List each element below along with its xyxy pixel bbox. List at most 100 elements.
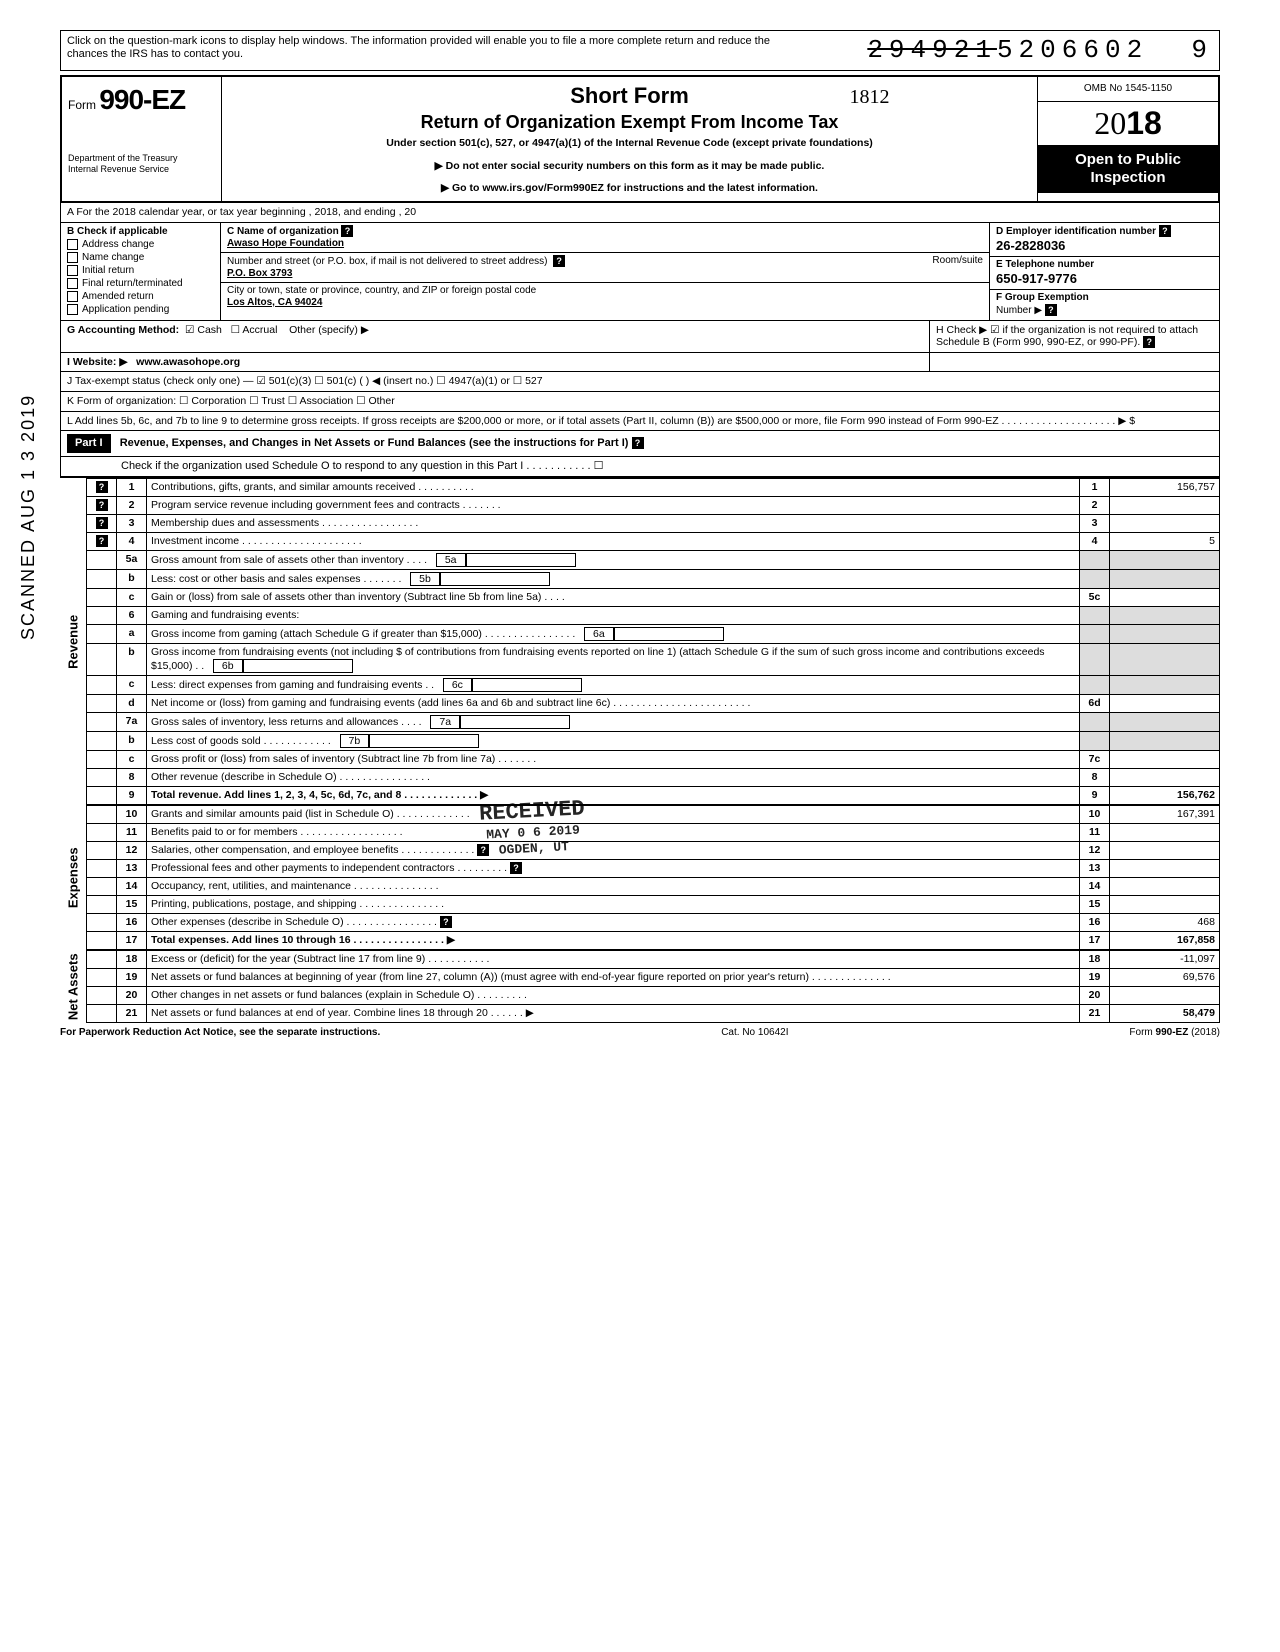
header-right: OMB No 1545-1150 2018 Open to Public Ins… [1038, 77, 1218, 201]
line-19: 19Net assets or fund balances at beginni… [87, 969, 1220, 987]
form-number: Form 990-EZ [68, 83, 215, 117]
side-revenue: Revenue [60, 478, 86, 805]
expenses-table: 10Grants and similar amounts paid (list … [86, 805, 1220, 950]
g-label: G Accounting Method: [67, 324, 179, 336]
form-header: Form 990-EZ Department of the Treasury I… [60, 75, 1220, 203]
footer-right: Form 990-EZ (2018) [1129, 1027, 1220, 1039]
h-text: H Check ▶ ☑ if the organization is not r… [936, 324, 1198, 349]
b-item-1: Name change [82, 252, 144, 264]
line-6: 6Gaming and fundraising events: [87, 607, 1220, 625]
b-item-4: Amended return [82, 291, 154, 303]
net-assets-table: 18Excess or (deficit) for the year (Subt… [86, 950, 1220, 1023]
e-phone: E Telephone number 650-917-9776 [990, 257, 1219, 290]
expenses-section: RECEIVED MAY 0 6 2019 OGDEN, UT Expenses… [60, 805, 1220, 950]
part1-label: Part I [67, 434, 111, 453]
line-1: ?1Contributions, gifts, grants, and simi… [87, 479, 1220, 497]
b-item-2: Initial return [82, 265, 134, 277]
org-name: Awaso Hope Foundation [227, 238, 344, 249]
b-item-5: Application pending [82, 304, 169, 316]
line-4: ?4Investment income . . . . . . . . . . … [87, 533, 1220, 551]
check-name-change[interactable]: Name change [67, 252, 214, 264]
check-address-change[interactable]: Address change [67, 239, 214, 251]
help-icon[interactable]: ? [1045, 304, 1057, 316]
i-website: I Website: ▶ www.awasohope.org [61, 353, 929, 372]
f-label: F Group Exemption [996, 292, 1089, 303]
line-13: 13Professional fees and other payments t… [87, 860, 1220, 878]
help-icon[interactable]: ? [477, 844, 489, 856]
col-de: D Employer identification number ? 26-28… [989, 223, 1219, 320]
header-mid: Short Form Return of Organization Exempt… [222, 77, 1038, 201]
line-17: 17Total expenses. Add lines 10 through 1… [87, 932, 1220, 950]
c-label: C Name of organization [227, 226, 339, 237]
line-20: 20Other changes in net assets or fund ba… [87, 987, 1220, 1005]
help-icon[interactable]: ? [1159, 225, 1171, 237]
c-addr-seg: Number and street (or P.O. box, if mail … [221, 253, 989, 283]
line-15: 15Printing, publications, postage, and s… [87, 896, 1220, 914]
addr-label: Number and street (or P.O. box, if mail … [227, 256, 548, 267]
i-row: I Website: ▶ www.awasohope.org [60, 353, 1220, 373]
part1-header: Part I Revenue, Expenses, and Changes in… [60, 431, 1220, 478]
header-left: Form 990-EZ Department of the Treasury I… [62, 77, 222, 201]
c-city-seg: City or town, state or province, country… [221, 283, 989, 311]
scanned-date-side: SCANNED AUG 1 3 2019 [18, 394, 40, 640]
help-icon[interactable]: ? [553, 255, 565, 267]
line-11: 11Benefits paid to or for members . . . … [87, 824, 1220, 842]
tax-year: 2018 [1038, 102, 1218, 144]
form-number-big: 990-EZ [99, 84, 185, 115]
goto-line: ▶ Go to www.irs.gov/Form990EZ for instru… [232, 182, 1027, 195]
org-city: Los Altos, CA 94024 [227, 297, 322, 308]
ssn-warning: ▶ Do not enter social security numbers o… [232, 160, 1027, 173]
b-label: B Check if applicable [67, 226, 214, 238]
help-icon[interactable]: ? [510, 862, 522, 874]
f-group: F Group Exemption Number ▶ ? [990, 290, 1219, 319]
check-initial-return[interactable]: Initial return [67, 265, 214, 277]
line-3: ?3Membership dues and assessments . . . … [87, 515, 1220, 533]
side-expenses: Expenses [60, 805, 86, 950]
col-c: C Name of organization ? Awaso Hope Foun… [221, 223, 989, 320]
dln: 2949215206602 9 [867, 35, 1213, 66]
line-7a: 7aGross sales of inventory, less returns… [87, 713, 1220, 732]
hint-text: Click on the question-mark icons to disp… [67, 35, 787, 61]
top-bar: Click on the question-mark icons to disp… [60, 30, 1220, 71]
i-label: I Website: ▶ [67, 356, 127, 368]
room-label: Room/suite [932, 255, 983, 267]
help-icon[interactable]: ? [1143, 336, 1155, 348]
phone-value: 650-917-9776 [996, 271, 1077, 286]
org-addr: P.O. Box 3793 [227, 268, 292, 279]
check-amended[interactable]: Amended return [67, 291, 214, 303]
help-icon[interactable]: ? [440, 916, 452, 928]
form-prefix: Form [68, 98, 96, 112]
line-16: 16Other expenses (describe in Schedule O… [87, 914, 1220, 932]
c-name-seg: C Name of organization ? Awaso Hope Foun… [221, 223, 989, 253]
f-sub: Number ▶ [996, 305, 1042, 316]
help-icon[interactable]: ? [341, 225, 353, 237]
line-5c: cGain or (loss) from sale of assets othe… [87, 589, 1220, 607]
page-footer: For Paperwork Reduction Act Notice, see … [60, 1023, 1220, 1039]
l-row: L Add lines 5b, 6c, and 7b to line 9 to … [60, 412, 1220, 432]
line-14: 14Occupancy, rent, utilities, and mainte… [87, 878, 1220, 896]
net-assets-section: Net Assets 18Excess or (deficit) for the… [60, 950, 1220, 1023]
dln-suffix: 9 [1191, 35, 1213, 65]
check-final-return[interactable]: Final return/terminated [67, 278, 214, 290]
line-a: A For the 2018 calendar year, or tax yea… [60, 203, 1220, 223]
entity-block: B Check if applicable Address change Nam… [60, 223, 1220, 321]
dept-treasury: Department of the Treasury Internal Reve… [68, 153, 215, 175]
dln-strike: 294921 [867, 35, 997, 65]
revenue-section: Revenue ?1Contributions, gifts, grants, … [60, 478, 1220, 805]
check-app-pending[interactable]: Application pending [67, 304, 214, 316]
line-7b: bLess cost of goods sold . . . . . . . .… [87, 732, 1220, 751]
under-section: Under section 501(c), 527, or 4947(a)(1)… [232, 137, 1027, 150]
j-row: J Tax-exempt status (check only one) — ☑… [60, 372, 1220, 392]
side-net-assets: Net Assets [60, 950, 86, 1023]
ein-value: 26-2828036 [996, 238, 1065, 253]
line-2: ?2Program service revenue including gove… [87, 497, 1220, 515]
help-icon[interactable]: ? [632, 437, 644, 449]
line-18: 18Excess or (deficit) for the year (Subt… [87, 951, 1220, 969]
line-7c: cGross profit or (loss) from sales of in… [87, 751, 1220, 769]
form-subtitle: Return of Organization Exempt From Incom… [232, 112, 1027, 134]
footer-left: For Paperwork Reduction Act Notice, see … [60, 1027, 380, 1039]
k-row: K Form of organization: ☐ Corporation ☐ … [60, 392, 1220, 412]
revenue-table: ?1Contributions, gifts, grants, and simi… [86, 478, 1220, 805]
line-6a: aGross income from gaming (attach Schedu… [87, 625, 1220, 644]
line-9: 9Total revenue. Add lines 1, 2, 3, 4, 5c… [87, 787, 1220, 805]
